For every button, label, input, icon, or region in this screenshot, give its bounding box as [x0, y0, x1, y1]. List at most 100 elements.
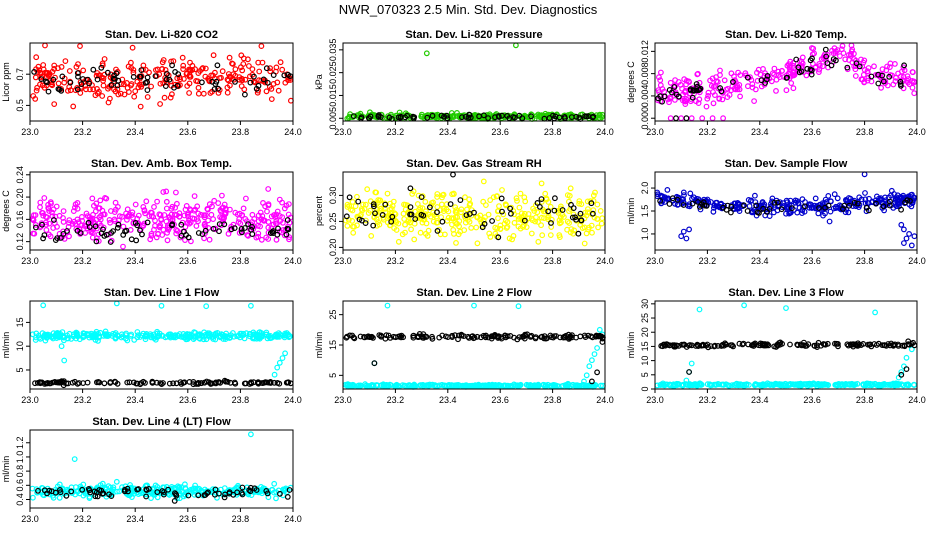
data-point — [210, 72, 216, 79]
data-point — [693, 87, 700, 94]
data-point — [131, 93, 138, 100]
data-point — [754, 77, 761, 84]
data-point — [241, 91, 248, 98]
data-point — [598, 220, 605, 227]
data-point — [241, 225, 248, 231]
data-point — [128, 236, 135, 243]
data-point — [238, 229, 245, 236]
data-point — [120, 81, 127, 88]
data-point — [258, 236, 265, 243]
chart-panel-7: Stan. Dev. Line 2 Flow ml/min 23.0 23.2 23.4… — [314, 287, 614, 405]
data-point — [439, 382, 446, 388]
data-point — [567, 185, 574, 192]
data-point — [878, 382, 885, 389]
data-point — [450, 190, 457, 197]
data-point — [113, 334, 119, 341]
data-point — [481, 220, 488, 227]
data-point — [822, 46, 829, 53]
data-point — [135, 212, 142, 219]
x-tick-label: 23.6 — [803, 256, 821, 266]
data-point — [169, 62, 176, 69]
data-point — [429, 333, 435, 340]
chart-panel-1: Stan. Dev. Li-820 Pressure kPa 23.0 23.2 23.… — [314, 29, 614, 137]
data-point — [659, 98, 665, 105]
data-point — [383, 332, 390, 339]
data-point — [887, 60, 894, 67]
data-point — [844, 64, 851, 71]
data-point — [885, 381, 891, 388]
data-point — [267, 65, 274, 72]
data-point — [876, 195, 882, 202]
data-point — [576, 200, 582, 207]
data-point — [58, 378, 65, 385]
data-point — [812, 195, 819, 202]
data-point — [90, 66, 97, 73]
data-point — [239, 67, 246, 74]
x-tick-label: 23.2 — [387, 127, 405, 137]
data-point — [232, 66, 239, 73]
data-point — [202, 65, 209, 72]
data-point — [210, 52, 217, 59]
data-point — [234, 333, 241, 340]
data-point — [382, 201, 389, 208]
data-point — [480, 332, 487, 339]
y-tick-label: 30 — [640, 299, 650, 309]
data-point — [255, 59, 262, 66]
data-point — [186, 90, 193, 96]
plot-frame — [342, 300, 606, 390]
data-point — [764, 380, 771, 387]
data-point — [284, 379, 291, 386]
data-point — [480, 198, 487, 205]
data-point — [218, 208, 224, 215]
data-point — [597, 207, 604, 214]
data-point — [496, 203, 502, 210]
data-point — [274, 231, 281, 238]
data-point — [492, 224, 499, 231]
data-point — [170, 380, 177, 387]
data-point — [128, 212, 135, 218]
data-point — [173, 200, 180, 207]
data-point — [783, 87, 790, 94]
data-point — [138, 380, 145, 386]
data-point — [78, 81, 85, 87]
data-point — [114, 224, 121, 231]
data-point — [465, 114, 472, 121]
plot-frame — [342, 171, 606, 251]
data-point — [853, 60, 860, 67]
data-point — [882, 194, 888, 201]
data-point — [228, 226, 235, 233]
data-point — [696, 306, 703, 313]
data-point — [797, 380, 804, 387]
data-point — [429, 112, 436, 119]
data-point — [183, 71, 190, 77]
chart-panel-5: Stan. Dev. Sample Flow ml/min 23.0 23.2 23.4… — [626, 158, 926, 266]
data-point — [257, 223, 264, 230]
data-point — [763, 208, 770, 215]
data-point — [371, 360, 378, 367]
x-tick-label: 23.0 — [21, 395, 39, 405]
data-point — [547, 232, 554, 239]
data-point — [80, 332, 87, 339]
data-point — [751, 382, 758, 389]
data-point — [689, 382, 696, 389]
data-point — [763, 76, 770, 83]
data-point — [80, 380, 86, 387]
x-tick-label: 23.4 — [126, 256, 144, 266]
data-point — [566, 208, 572, 215]
data-point — [745, 341, 752, 348]
data-point — [539, 232, 546, 239]
data-point — [368, 232, 375, 239]
data-point — [545, 208, 552, 215]
y-tick-label: 10 — [15, 341, 25, 351]
data-point — [452, 332, 458, 339]
data-point — [449, 332, 456, 339]
data-point — [790, 85, 797, 92]
data-point — [132, 201, 139, 208]
data-point — [589, 378, 595, 385]
data-point — [833, 382, 840, 389]
data-point — [443, 333, 449, 340]
x-tick-label: 23.0 — [646, 127, 664, 137]
data-point — [470, 335, 477, 342]
data-point — [717, 72, 723, 78]
data-point — [515, 223, 522, 230]
